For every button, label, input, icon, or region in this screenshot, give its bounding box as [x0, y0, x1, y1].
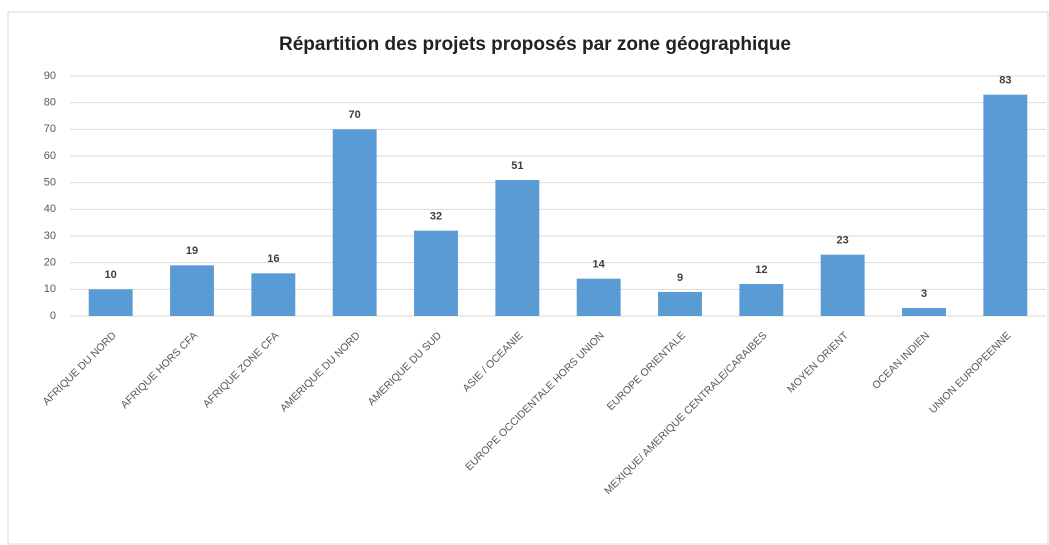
y-tick-label: 70: [44, 123, 56, 135]
data-label: 9: [677, 272, 683, 284]
data-label: 3: [921, 288, 927, 300]
bar: [820, 254, 865, 316]
bar: [332, 129, 377, 316]
data-label: 23: [837, 235, 849, 247]
data-label: 10: [105, 269, 117, 281]
y-tick-label: 0: [50, 310, 56, 322]
data-label: 14: [593, 259, 606, 271]
y-tick-label: 10: [44, 283, 56, 295]
bar: [170, 265, 214, 316]
y-tick-label: 60: [44, 150, 56, 162]
bar: [576, 278, 621, 316]
y-tick-label: 50: [44, 177, 56, 189]
bar: [495, 180, 540, 316]
y-tick-label: 20: [44, 257, 56, 269]
y-tick-label: 30: [44, 230, 56, 242]
y-tick-label: 80: [44, 97, 56, 109]
bar: [88, 289, 133, 316]
data-label: 70: [349, 109, 361, 121]
bar: [414, 230, 458, 316]
bar: [739, 284, 784, 316]
data-label: 12: [755, 264, 767, 276]
y-tick-label: 40: [44, 203, 56, 215]
data-label: 16: [267, 253, 279, 265]
bar: [983, 94, 1028, 317]
data-label: 83: [999, 75, 1011, 87]
chart-title: Répartition des projets proposés par zon…: [279, 34, 791, 55]
data-label: 32: [430, 211, 442, 223]
bar: [902, 308, 946, 316]
data-label: 51: [511, 160, 523, 172]
bar: [658, 292, 702, 316]
data-label: 19: [186, 245, 198, 257]
y-tick-label: 90: [44, 70, 56, 82]
bar: [251, 273, 296, 316]
